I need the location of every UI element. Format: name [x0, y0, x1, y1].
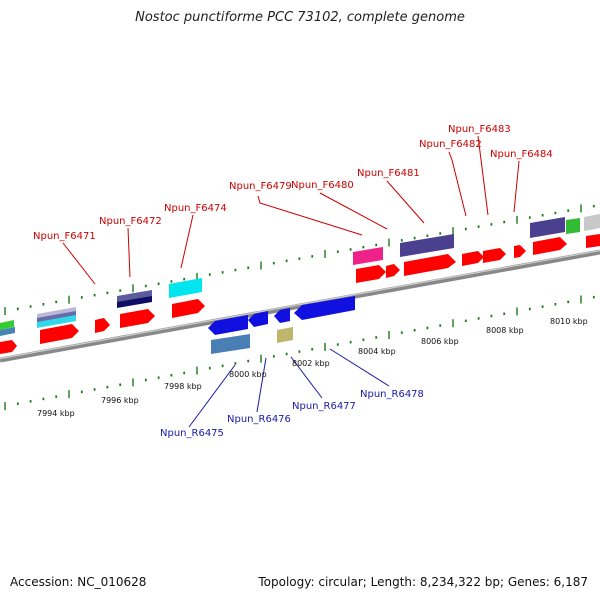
scale-tick-label: 7996 kbp — [101, 396, 139, 405]
feature-block-navy-1 — [117, 296, 152, 308]
feature-block-steelblue-rev — [211, 334, 250, 354]
outer-ruler — [4, 204, 595, 316]
forward-label-leaders — [62, 135, 520, 285]
feature-block-steel-left — [0, 327, 15, 336]
cds-forward-13 — [586, 234, 600, 248]
gene-label: Npun_F6483 — [448, 124, 511, 135]
scale-tick-label: 8006 kbp — [421, 337, 459, 346]
gene-label: Npun_F6474 — [164, 203, 227, 214]
feature-block-slate-3 — [400, 234, 454, 257]
feature-block-khaki-rev — [277, 327, 293, 343]
gene-label: Npun_F6471 — [33, 231, 96, 242]
scale-labels: 7994 kbp 7996 kbp 7998 kbp 8000 kbp 8002… — [37, 317, 588, 418]
cds-forward-4 — [120, 309, 155, 328]
inner-ruler — [4, 295, 595, 411]
cds-forward-8 — [404, 254, 456, 276]
scale-tick-label: 8002 kbp — [292, 359, 330, 368]
forward-features — [0, 214, 600, 354]
gene-label: Npun_F6479 — [229, 181, 292, 192]
feature-block-magenta — [353, 247, 383, 265]
genome-backbone — [0, 249, 600, 363]
gene-label: Npun_R6476 — [227, 414, 291, 425]
feature-block-cyan-1 — [37, 315, 76, 328]
cds-reverse-2 — [248, 311, 268, 327]
scale-tick-label: 8008 kbp — [486, 326, 524, 335]
cds-forward-1 — [0, 340, 17, 354]
gene-label: Npun_R6478 — [360, 389, 424, 400]
feature-block-grey-right — [584, 214, 600, 231]
backbone-line — [0, 249, 600, 363]
gene-label: Npun_F6484 — [490, 149, 553, 160]
cds-reverse-4 — [294, 296, 355, 320]
gene-label: Npun_F6481 — [357, 168, 420, 179]
feature-block-green-left — [0, 320, 14, 330]
cds-forward-3 — [95, 318, 110, 333]
reverse-label-leaders — [188, 348, 390, 428]
cds-forward-11 — [514, 245, 526, 258]
backbone-highlight — [0, 249, 600, 360]
scale-tick-label: 7998 kbp — [164, 382, 202, 391]
feature-block-cyan-2 — [169, 278, 202, 298]
cds-forward-10 — [483, 248, 506, 263]
scale-tick-label: 8000 kbp — [229, 370, 267, 379]
cds-forward-5 — [172, 299, 205, 318]
cds-forward-6 — [356, 265, 386, 283]
genome-summary-text: Topology: circular; Length: 8,234,322 bp… — [258, 575, 588, 589]
map-title: Nostoc punctiforme PCC 73102, complete g… — [135, 10, 465, 25]
cds-reverse-3 — [274, 308, 290, 323]
reverse-gene-labels: Npun_R6475 Npun_R6476 Npun_R6477 Npun_R6… — [160, 389, 424, 439]
forward-gene-labels: Npun_F6471 Npun_F6472 Npun_F6474 Npun_F6… — [33, 124, 553, 242]
cds-forward-9 — [462, 251, 484, 266]
cds-reverse-1 — [208, 315, 248, 335]
cds-forward-2 — [40, 324, 79, 344]
scale-tick-label: 8004 kbp — [358, 347, 396, 356]
cds-forward-7 — [386, 264, 400, 278]
reverse-features — [208, 296, 355, 354]
gene-label: Npun_R6475 — [160, 428, 224, 439]
gene-label: Npun_R6477 — [292, 401, 356, 412]
gene-label: Npun_F6482 — [419, 139, 482, 150]
feature-block-slate-4 — [530, 217, 565, 238]
scale-tick-label: 8010 kbp — [550, 317, 588, 326]
cds-forward-12 — [533, 237, 567, 255]
feature-block-green-right — [566, 218, 580, 234]
gene-label: Npun_F6480 — [291, 180, 354, 191]
gene-label: Npun_F6472 — [99, 216, 162, 227]
accession-text: Accession: NC_010628 — [10, 575, 147, 589]
scale-tick-label: 7994 kbp — [37, 409, 75, 418]
